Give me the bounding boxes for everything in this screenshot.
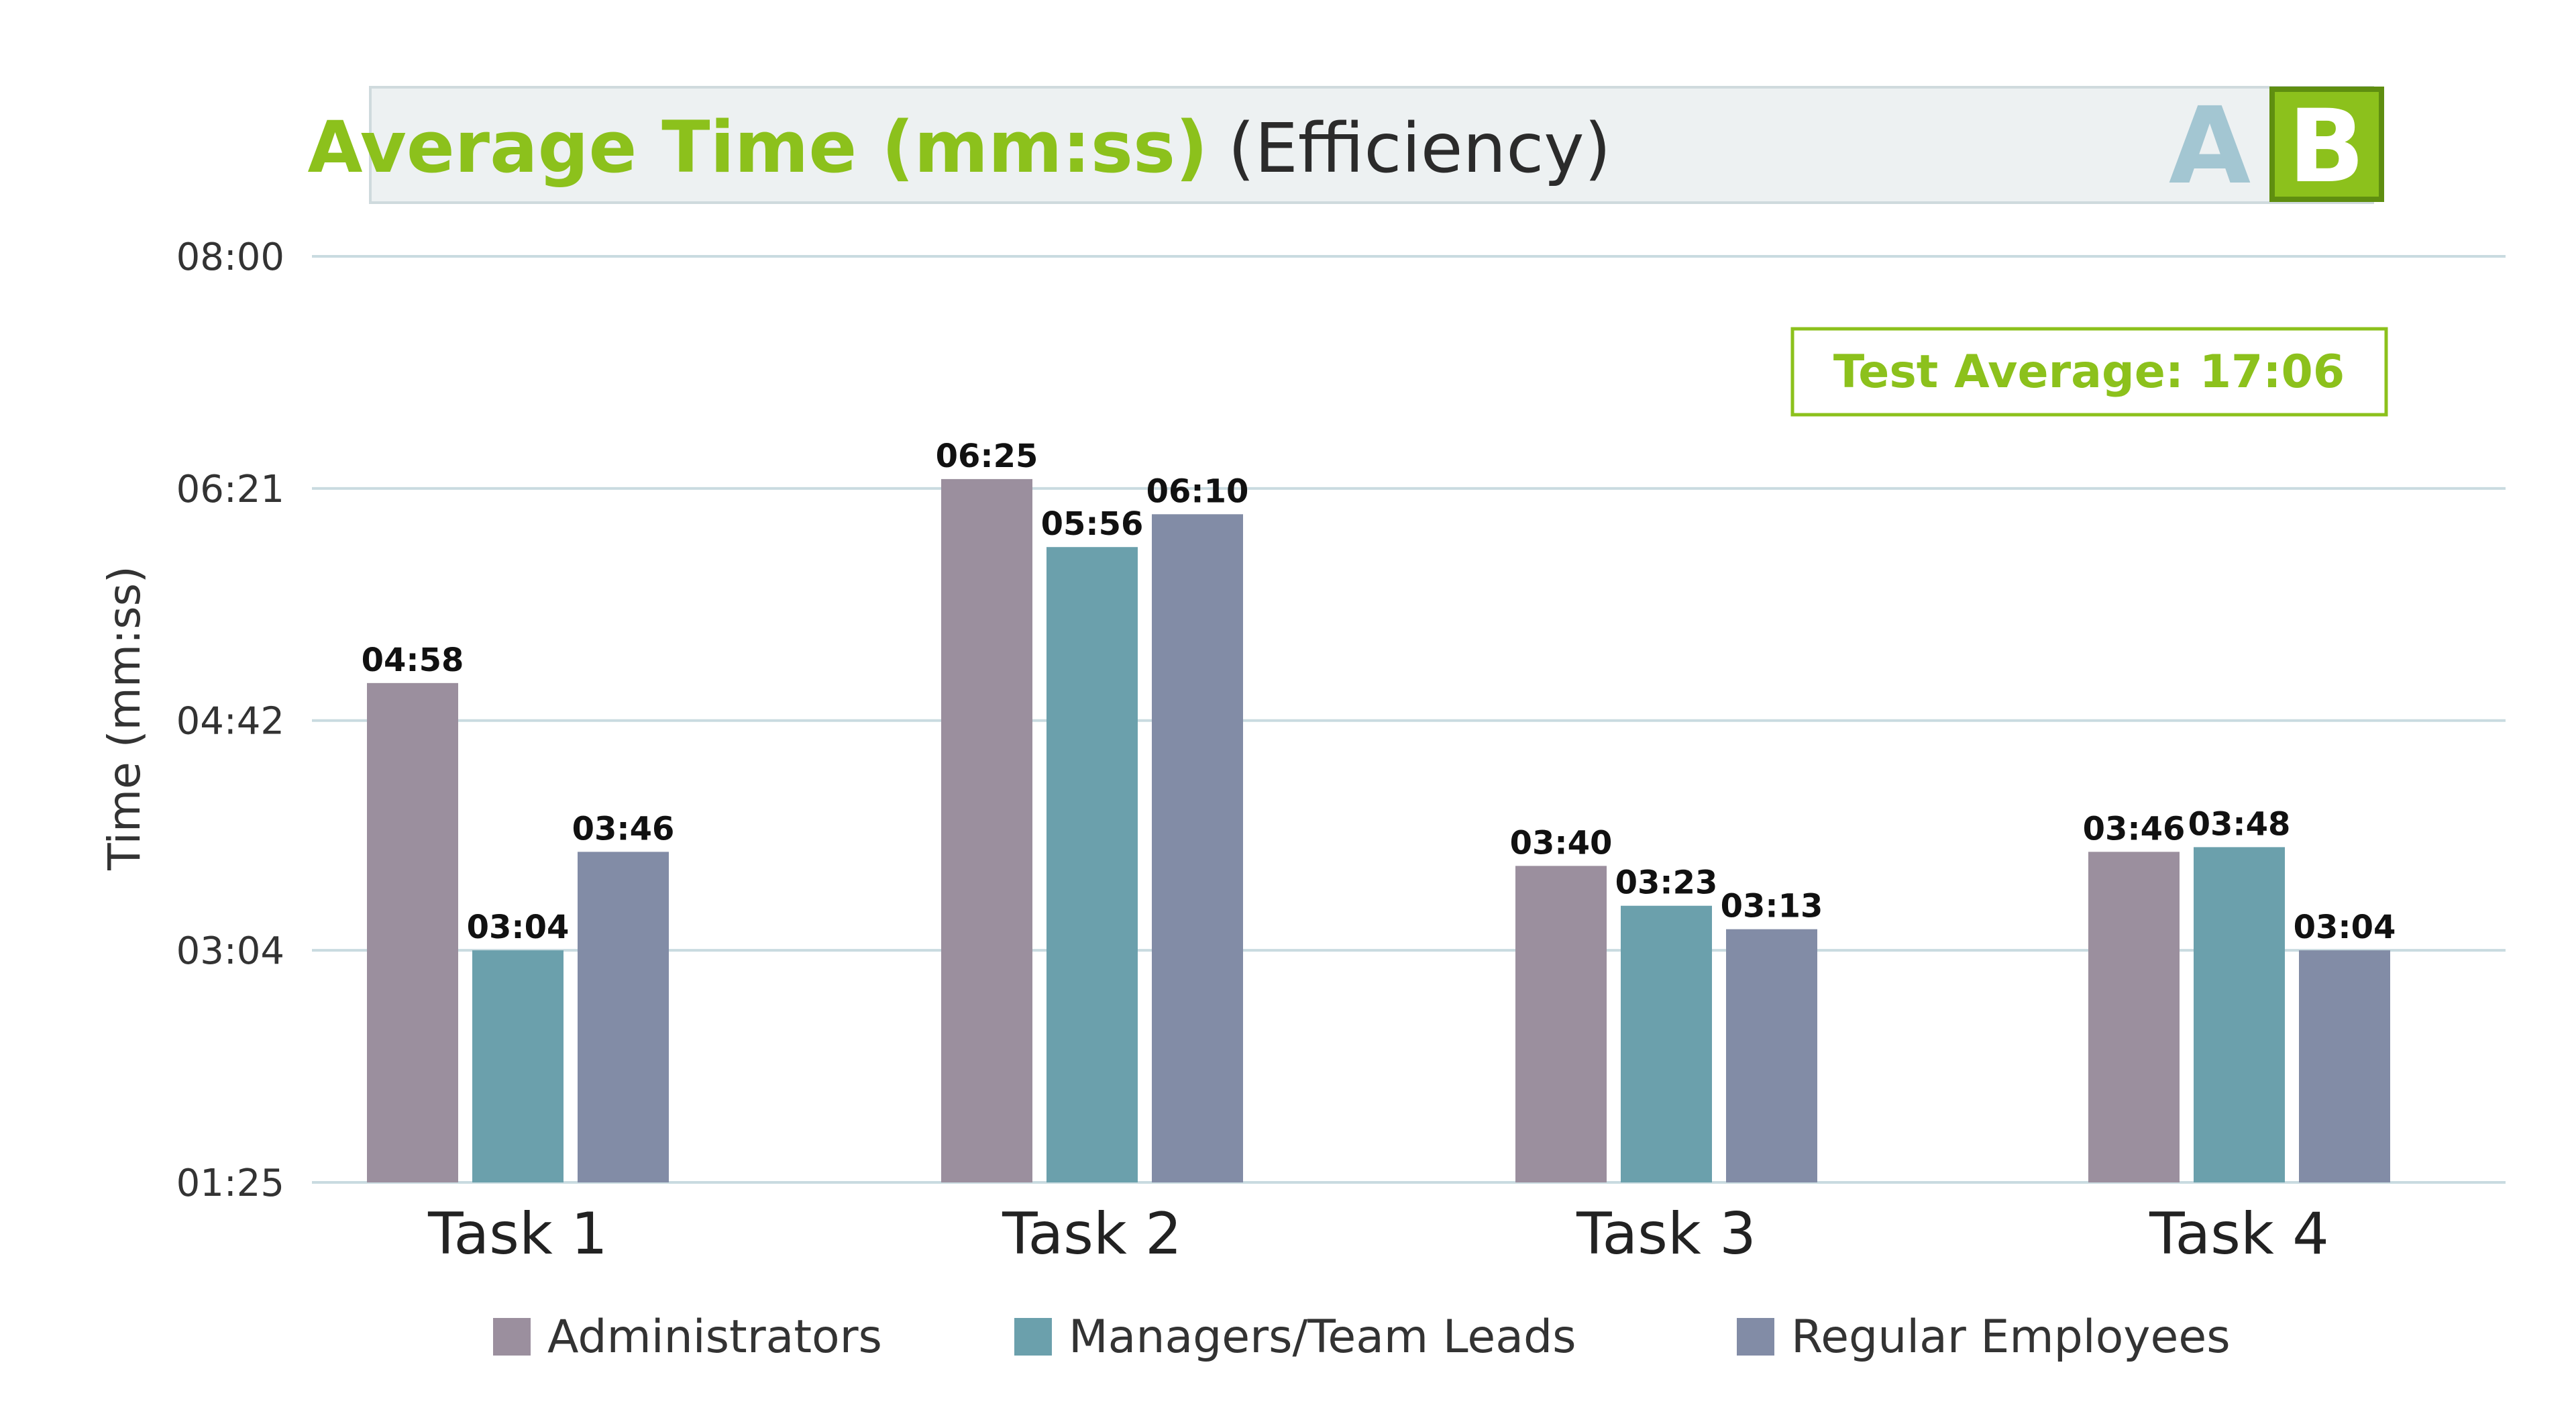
bar-task-2-regular-employees: [1152, 514, 1243, 1182]
y-tick-label: 03:04: [176, 929, 284, 973]
bar-task-4-administrators: [2088, 852, 2180, 1182]
bar-task-1-administrators: [367, 682, 458, 1182]
test-average-box: [1790, 327, 2388, 417]
bar-task-3-managers-team-leads: [1621, 905, 1712, 1182]
data-label: 03:48: [2188, 805, 2291, 843]
variant-b-label[interactable]: B: [2288, 89, 2365, 205]
bar-task-2-administrators: [941, 478, 1032, 1183]
title-banner: [369, 86, 2374, 204]
bar-layer: [367, 478, 2390, 1183]
legend-label-administrators: Administrators: [547, 1311, 882, 1364]
legend-swatch-regular-employees: [1737, 1318, 1774, 1356]
data-label: 04:58: [362, 642, 464, 679]
bar-task-4-managers-team-leads: [2194, 847, 2285, 1182]
data-label: 03:23: [1615, 864, 1718, 902]
data-label: 06:10: [1146, 472, 1249, 510]
data-label: 06:25: [936, 438, 1038, 475]
x-tick-label: Task 3: [1576, 1201, 1756, 1268]
bar-task-3-regular-employees: [1726, 929, 1817, 1182]
data-label: 03:04: [467, 909, 570, 946]
title-sub: (Efficiency): [1228, 109, 1611, 189]
legend-label-regular-employees: Regular Employees: [1791, 1311, 2231, 1364]
title-main: Average Time (mm:ss): [308, 106, 1208, 189]
chart-title: Average Time (mm:ss) (Efficiency): [308, 106, 1611, 189]
x-tick-label: Task 1: [427, 1201, 608, 1268]
y-tick-label: 08:00: [176, 236, 284, 279]
legend: Administrators Managers/Team Leads Regular…: [493, 1311, 2231, 1364]
data-label: 03:46: [2083, 810, 2186, 848]
y-tick-label: 04:42: [176, 700, 284, 744]
bar-task-2-managers-team-leads: [1046, 547, 1138, 1182]
y-tick-label: 01:25: [176, 1162, 284, 1205]
bar-task-3-administrators: [1515, 866, 1607, 1182]
x-tick-layer: Task 1 Task 2 Task 3 Task 4: [427, 1201, 2329, 1268]
legend-swatch-managers-team-leads: [1014, 1318, 1052, 1356]
data-label: 05:56: [1041, 505, 1144, 543]
data-label: 03:04: [2294, 909, 2396, 946]
legend-label-managers-team-leads: Managers/Team Leads: [1069, 1311, 1576, 1364]
x-tick-label: Task 2: [1002, 1201, 1182, 1268]
data-label: 03:13: [1721, 888, 1823, 925]
variant-b-badge[interactable]: [2269, 87, 2384, 202]
data-label: 03:46: [572, 810, 675, 848]
bar-task-4-regular-employees: [2299, 950, 2390, 1182]
bar-task-1-managers-team-leads: [472, 950, 564, 1182]
bar-task-1-regular-employees: [578, 852, 669, 1182]
y-tick-layer: 01:25 03:04 04:42 06:21 08:00: [176, 236, 284, 1205]
x-tick-label: Task 4: [2149, 1201, 2329, 1268]
legend-swatch-administrators: [493, 1318, 531, 1356]
data-label: 03:40: [1510, 824, 1613, 862]
y-tick-label: 06:21: [176, 468, 284, 511]
test-average-label: Test Average: 17:06: [1833, 346, 2345, 399]
y-axis-label: Time (mm:ss): [99, 566, 150, 871]
variant-a-label[interactable]: A: [2169, 85, 2251, 208]
